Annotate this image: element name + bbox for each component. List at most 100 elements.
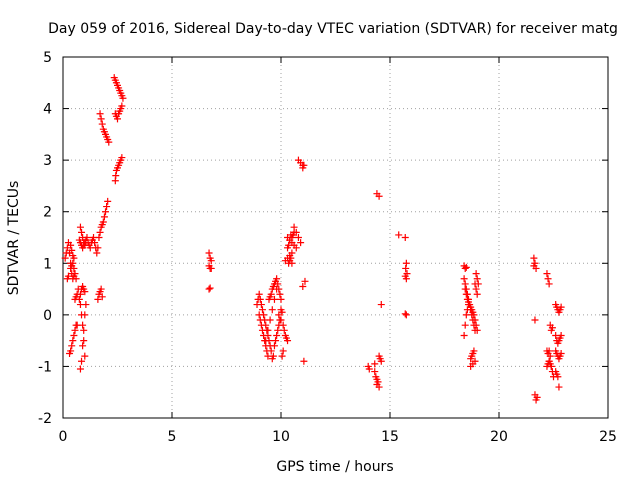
data-point [531, 259, 539, 267]
data-point [114, 115, 121, 123]
data-point [276, 290, 284, 298]
data-point [72, 275, 80, 283]
data-point [472, 321, 480, 329]
chart-title: Day 059 of 2016, Sidereal Day-to-day VTE… [48, 21, 618, 37]
data-point [70, 264, 78, 272]
data-point [554, 373, 562, 381]
grid-lines [63, 57, 608, 418]
data-point [461, 321, 469, 329]
axis-ticks: 0 5 10 15 20 25 -2 -1 0 1 2 3 4 5 [38, 50, 617, 445]
data-point [270, 295, 278, 303]
data-point [402, 259, 410, 267]
data-point [471, 357, 479, 365]
data-point [68, 342, 76, 350]
data-point [273, 285, 281, 293]
data-point [78, 357, 86, 365]
data-point [68, 246, 76, 254]
data-point [69, 337, 77, 345]
data-point [365, 365, 373, 373]
data-point [543, 270, 551, 278]
data-point [205, 249, 213, 257]
data-point [273, 275, 281, 283]
data-point [377, 301, 385, 309]
data-point [274, 280, 282, 288]
data-point [531, 391, 539, 399]
data-point [294, 234, 302, 241]
data-point [96, 228, 104, 236]
data-point [300, 161, 308, 169]
data-point [284, 337, 292, 345]
data-point [75, 295, 83, 303]
data-point [460, 331, 468, 339]
data-point [290, 228, 298, 236]
data-point [270, 342, 278, 350]
data-point [82, 301, 90, 309]
y-axis-label: SDTVAR / TECUs [6, 181, 22, 296]
data-point [301, 277, 309, 285]
data-point [464, 301, 472, 309]
data-point [371, 368, 379, 376]
data-point [96, 110, 104, 118]
data-point [277, 316, 285, 324]
data-point [69, 259, 77, 267]
y-tick-label: 0 [43, 308, 52, 324]
data-point [255, 311, 263, 319]
data-point [545, 357, 553, 365]
x-tick-label: 0 [59, 429, 68, 445]
data-point [70, 331, 78, 339]
data-point [548, 324, 556, 332]
data-point [461, 285, 469, 293]
data-point [555, 383, 563, 391]
data-point [98, 293, 106, 301]
y-tick-label: 3 [43, 153, 52, 169]
data-point [99, 218, 107, 226]
data-point [462, 311, 470, 319]
data-point [288, 249, 296, 257]
data-point [471, 316, 479, 324]
x-tick-label: 25 [599, 429, 617, 445]
data-point [279, 321, 287, 329]
data-point [78, 228, 86, 236]
y-tick-label: 4 [43, 102, 52, 118]
data-point [80, 326, 88, 334]
data-point [546, 352, 554, 360]
data-point [375, 383, 383, 391]
data-point [402, 264, 410, 272]
data-point [71, 270, 79, 278]
data-point [93, 249, 101, 257]
data-point [557, 331, 565, 339]
data-point [81, 352, 89, 360]
data-point [103, 203, 111, 211]
data-points [61, 74, 565, 404]
data-point [531, 316, 539, 324]
data-point [104, 197, 112, 205]
data-point [401, 310, 409, 318]
data-point [205, 285, 213, 293]
x-tick-label: 20 [490, 429, 508, 445]
data-point [79, 342, 87, 350]
data-point [81, 288, 89, 296]
data-point [463, 306, 471, 314]
data-point [112, 172, 120, 180]
x-axis-label: GPS time / hours [276, 459, 393, 475]
data-point [278, 352, 286, 360]
data-point [473, 326, 481, 334]
data-point [67, 347, 75, 355]
data-point [61, 254, 69, 262]
data-point [97, 285, 105, 293]
x-tick-label: 5 [168, 429, 177, 445]
data-point [100, 213, 108, 221]
data-point [275, 311, 283, 319]
data-point [473, 290, 481, 298]
data-point [462, 290, 470, 298]
y-tick-label: 2 [43, 205, 52, 221]
y-tick-label: -2 [38, 411, 52, 427]
data-point [257, 301, 265, 309]
data-point [472, 270, 480, 278]
data-point [76, 290, 84, 298]
data-point [256, 316, 264, 324]
data-point [268, 306, 276, 314]
data-point [371, 360, 379, 368]
data-point [280, 326, 288, 334]
x-tick-label: 15 [381, 429, 399, 445]
